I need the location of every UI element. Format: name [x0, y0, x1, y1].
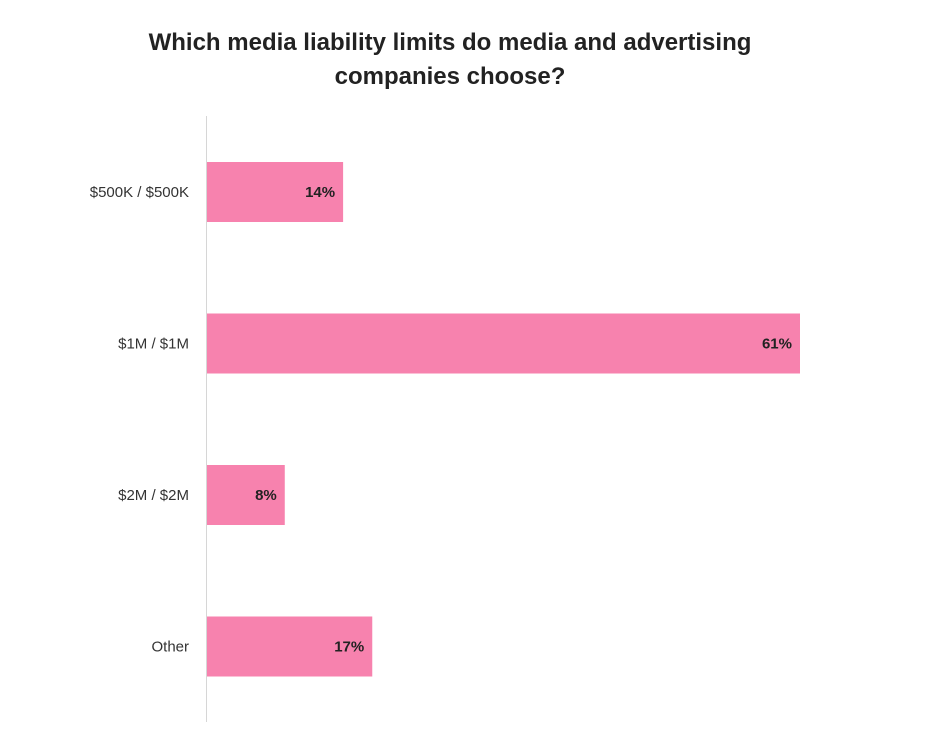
bar-0	[207, 162, 344, 222]
value-label-3: 17%	[334, 639, 364, 656]
bar-3	[207, 616, 373, 677]
value-label-0: 14%	[305, 184, 335, 201]
category-label-0: $500K / $500K	[90, 184, 189, 201]
bar-2	[207, 465, 285, 525]
value-label-1: 61%	[762, 336, 792, 353]
category-label-3: Other	[151, 639, 189, 656]
category-label-2: $2M / $2M	[118, 487, 189, 504]
bar-1	[207, 313, 800, 374]
chart-title: Which media liability limits do media an…	[148, 29, 752, 90]
value-label-2: 8%	[255, 487, 277, 504]
category-label-1: $1M / $1M	[118, 336, 189, 353]
